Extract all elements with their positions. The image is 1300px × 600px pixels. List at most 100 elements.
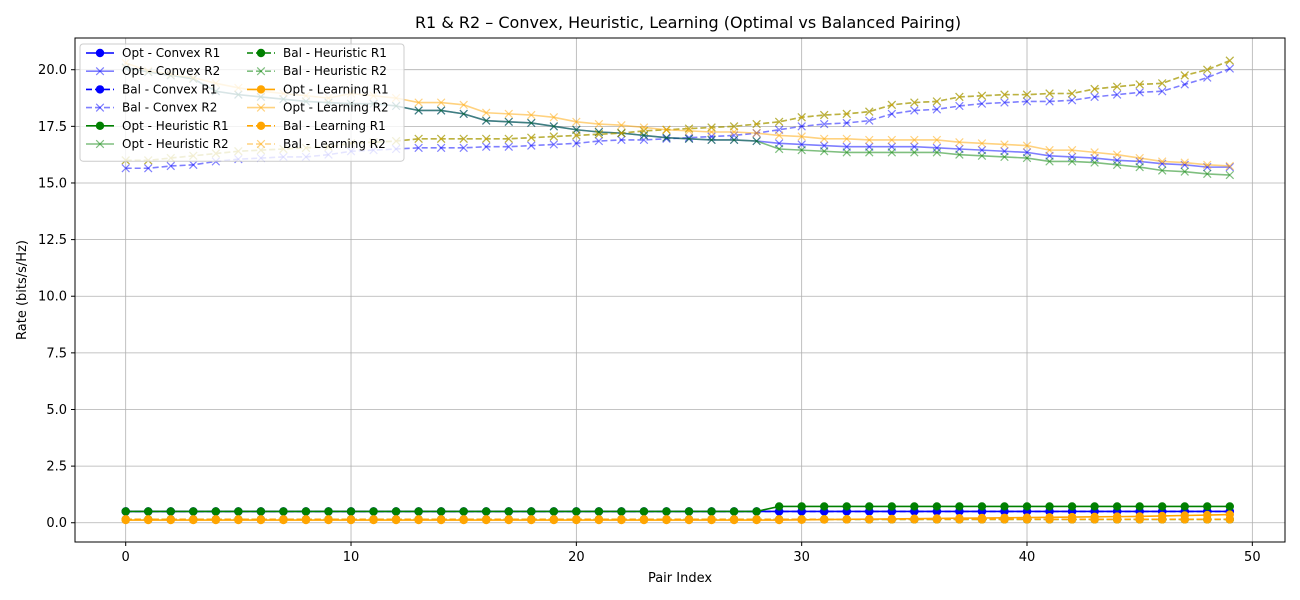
series-opt-learning-r1: [121, 510, 1234, 525]
data-point: [1203, 515, 1212, 524]
data-point: [842, 148, 851, 157]
y-tick-label: 0.0: [46, 516, 67, 531]
data-point: [887, 515, 897, 524]
data-point: [617, 507, 626, 516]
data-point: [617, 135, 626, 145]
data-point: [1045, 145, 1054, 155]
data-point: [797, 113, 806, 122]
legend-marker: [95, 103, 105, 112]
legend-marker: [256, 121, 266, 130]
legend-entry: Opt - Heuristic R1: [86, 119, 229, 133]
data-point: [910, 502, 919, 511]
data-point: [910, 106, 919, 115]
legend-box: [79, 43, 405, 162]
data-point: [1112, 515, 1122, 524]
data-point: [1157, 502, 1167, 511]
data-point: [887, 109, 897, 119]
legend-marker: [95, 139, 105, 149]
data-point: [234, 515, 243, 524]
data-point: [211, 507, 221, 516]
legend-label: Opt - Convex R2: [122, 64, 220, 78]
data-point: [1000, 140, 1009, 149]
data-point: [820, 502, 829, 511]
data-point: [977, 151, 987, 161]
data-point: [955, 515, 964, 524]
series-opt-heuristic-r1: [121, 502, 1234, 516]
data-point: [459, 515, 468, 524]
y-tick-label: 20.0: [38, 63, 67, 78]
data-point: [887, 100, 897, 110]
data-point: [819, 134, 829, 144]
data-point: [414, 143, 423, 153]
legend-marker: [95, 85, 105, 94]
data-point: [977, 91, 987, 100]
data-point: [121, 515, 130, 524]
x-tick-label: 50: [1244, 550, 1261, 565]
data-point: [436, 106, 446, 115]
data-point: [504, 515, 513, 524]
plot-area-frame: [74, 37, 1286, 543]
legend-entry: Bal - Learning R2: [247, 137, 386, 151]
data-point: [662, 125, 671, 134]
data-point: [842, 118, 851, 128]
data-point: [436, 515, 446, 524]
data-point: [865, 135, 874, 145]
data-point: [1067, 145, 1077, 155]
data-point: [166, 507, 175, 516]
data-point: [594, 119, 604, 129]
data-point: [527, 110, 536, 120]
data-point: [1090, 502, 1099, 511]
data-point: [572, 515, 581, 524]
legend-entry: Bal - Learning R1: [247, 119, 386, 133]
legend-label: Bal - Convex R2: [122, 101, 217, 115]
data-point: [1135, 153, 1144, 163]
data-point: [481, 116, 491, 125]
data-point: [955, 137, 964, 147]
data-point: [1022, 90, 1032, 99]
data-point: [459, 143, 468, 153]
data-point: [865, 148, 874, 157]
data-point: [1225, 515, 1234, 524]
data-point: [144, 507, 153, 516]
data-point: [166, 515, 175, 524]
data-point: [594, 130, 604, 139]
data-point: [549, 113, 559, 122]
data-point: [865, 116, 874, 125]
data-point: [865, 107, 874, 116]
data-point: [1112, 160, 1122, 170]
data-point: [279, 515, 288, 524]
data-point: [1067, 502, 1077, 511]
data-point: [865, 515, 874, 524]
legend-entry: Opt - Learning R1: [247, 82, 389, 96]
data-point: [752, 128, 761, 138]
data-point: [1180, 80, 1189, 89]
series-bal-learning-r1: [121, 515, 1234, 524]
data-point: [301, 515, 311, 524]
legend-marker: [95, 121, 105, 130]
data-point: [774, 515, 784, 524]
data-point: [1022, 97, 1032, 106]
data-point: [391, 507, 401, 516]
data-point: [481, 134, 491, 144]
data-point: [797, 132, 806, 141]
data-point: [752, 136, 761, 146]
data-point: [211, 515, 221, 524]
data-point: [144, 515, 153, 524]
data-point: [887, 135, 897, 145]
legend-marker: [256, 66, 266, 76]
data-point: [504, 507, 513, 516]
data-point: [752, 119, 761, 129]
data-point: [955, 101, 964, 111]
data-point: [527, 515, 536, 524]
data-point: [955, 92, 964, 102]
data-point: [617, 128, 626, 138]
data-point: [662, 507, 671, 516]
data-point: [842, 502, 851, 511]
legend-label: Bal - Convex R1: [122, 82, 217, 96]
data-point: [436, 143, 446, 153]
data-point: [774, 502, 784, 511]
data-point: [1225, 56, 1235, 65]
legend-marker: [256, 103, 266, 112]
data-point: [166, 161, 175, 171]
